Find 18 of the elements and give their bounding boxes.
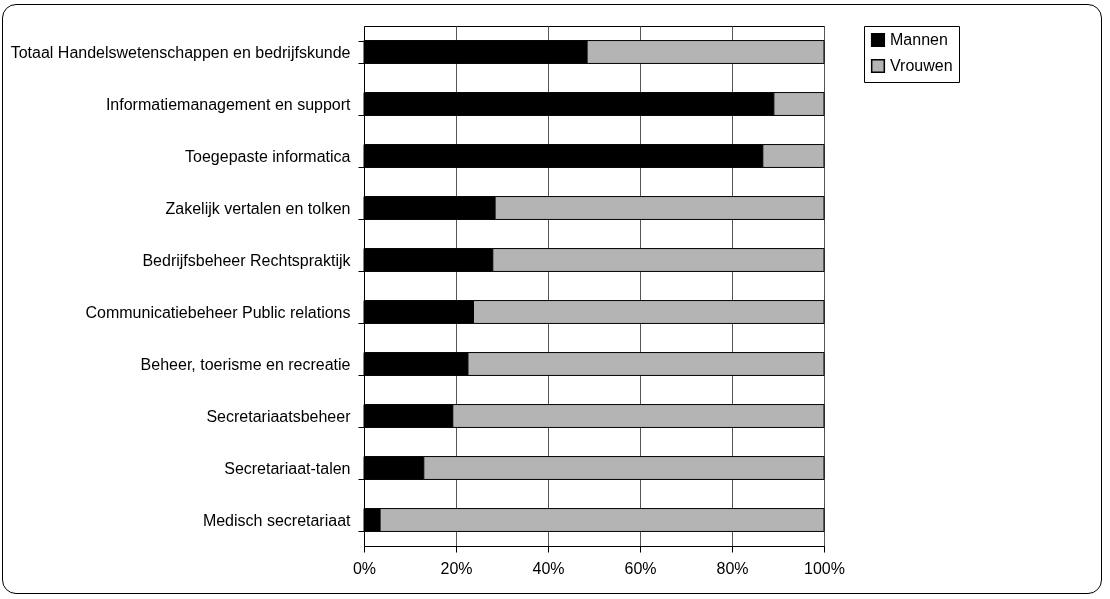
y-tick-label: Medisch secretariaat [202, 511, 352, 529]
y-tick-label: Informatiemanagement en support [105, 95, 352, 113]
y-tick-label: Communicatiebeheer Public relations [85, 303, 351, 321]
x-tick-label: 80% [716, 559, 749, 577]
y-tick-label: Toegepaste informatica [185, 147, 351, 165]
y-tick-label: Zakelijk vertalen en tolken [165, 199, 351, 217]
y-tick-label: Secretariaat-talen [224, 459, 351, 477]
legend-label: Vrouwen [890, 57, 953, 74]
x-tick-label: 100% [804, 559, 845, 577]
x-tick-label: 20% [440, 559, 473, 577]
x-tick-label: 40% [532, 559, 565, 577]
x-tick-label: 0% [352, 559, 377, 577]
y-tick-label: Beheer, toerisme en recreatie [140, 355, 351, 373]
y-tick-label: Bedrijfsbeheer Rechtspraktijk [142, 251, 352, 269]
legend-label: Mannen [890, 31, 948, 48]
x-tick-label: 60% [624, 559, 657, 577]
y-tick-label: Totaal Handelswetenschappen en bedrijfskunde [10, 43, 351, 61]
y-tick-label: Secretariaatsbeheer [206, 407, 352, 425]
